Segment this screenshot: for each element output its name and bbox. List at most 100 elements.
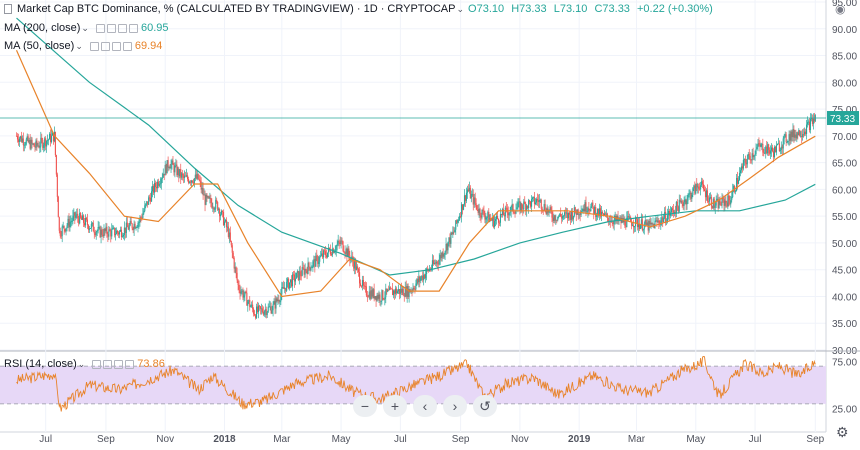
candle-body xyxy=(236,272,238,281)
candle-body xyxy=(322,253,324,258)
candle-body xyxy=(110,230,112,237)
candle-body xyxy=(340,240,342,244)
candle-body xyxy=(447,241,449,251)
chevron-down-icon[interactable]: ⌄ xyxy=(456,3,465,14)
candle-body xyxy=(721,197,723,206)
candle-body xyxy=(203,194,205,196)
candle-body xyxy=(320,255,322,257)
candle-body xyxy=(708,197,710,202)
indicator-buttons[interactable] xyxy=(92,359,135,369)
zoom-out-button[interactable]: − xyxy=(353,395,377,417)
ma50-legend[interactable]: MA (50, close) ⌄ 69.94 xyxy=(4,38,162,54)
candle-body xyxy=(255,306,258,318)
candle-body xyxy=(701,181,703,186)
reset-view-button[interactable]: ↺ xyxy=(473,395,497,417)
candle-body xyxy=(79,213,81,224)
candle-body xyxy=(337,241,339,245)
candle-body xyxy=(459,216,461,220)
candle-body xyxy=(540,199,542,209)
candle-body xyxy=(116,230,118,235)
candle-body xyxy=(24,144,26,146)
candle-body xyxy=(180,169,182,178)
candle-body xyxy=(165,164,167,174)
candle-body xyxy=(198,178,200,181)
candle-body xyxy=(329,249,331,255)
candle-body xyxy=(627,216,629,218)
candle-body xyxy=(135,227,137,229)
candle-body xyxy=(565,212,567,214)
candle-body xyxy=(624,218,626,226)
candle-body xyxy=(275,298,277,309)
chevron-down-icon[interactable]: ⌄ xyxy=(75,40,83,51)
candle-body xyxy=(279,301,281,303)
candle-body xyxy=(253,308,255,315)
scroll-right-button[interactable]: › xyxy=(443,395,467,417)
candle-body xyxy=(155,187,158,189)
candle-body xyxy=(313,259,315,262)
candle-body xyxy=(239,289,241,294)
ma200-legend[interactable]: MA (200, close) ⌄ 60.95 xyxy=(4,20,169,36)
candle-body xyxy=(154,182,157,188)
candle-body xyxy=(355,260,357,270)
candle-body xyxy=(213,207,215,210)
candle-body xyxy=(54,131,56,156)
indicator-buttons[interactable] xyxy=(89,41,132,51)
zoom-in-button[interactable]: + xyxy=(383,395,407,417)
candle-body xyxy=(475,203,477,206)
candle-body xyxy=(758,143,760,145)
rsi-legend[interactable]: RSI (14, close) ⌄ 73.86 xyxy=(4,356,165,372)
candle-body xyxy=(216,199,218,202)
candle-body xyxy=(164,164,166,176)
candle-body xyxy=(806,124,808,134)
candle-body xyxy=(791,131,793,138)
indicator-buttons[interactable] xyxy=(95,23,138,33)
candle-body xyxy=(157,181,159,186)
gear-icon[interactable]: ⚙ xyxy=(836,424,849,440)
x-tick-label: Jul xyxy=(749,434,762,445)
candle-body xyxy=(114,227,116,236)
candle-body xyxy=(487,211,489,217)
candle-body xyxy=(58,217,60,231)
candle-body xyxy=(522,208,524,210)
candle-body xyxy=(544,204,546,212)
candle-body xyxy=(360,285,363,287)
candle-body xyxy=(744,159,746,163)
candle-body xyxy=(469,187,471,199)
candle-body xyxy=(209,198,211,199)
candle-body xyxy=(221,210,223,215)
candle-body xyxy=(255,315,257,318)
candle-body xyxy=(276,298,278,302)
candle-body xyxy=(813,118,815,122)
candle-body xyxy=(562,216,564,219)
candle-body xyxy=(691,194,693,199)
candle-body xyxy=(704,191,707,198)
collapse-icon[interactable] xyxy=(4,4,12,14)
candle-body xyxy=(535,199,537,203)
candle-body xyxy=(502,209,504,216)
price-tag-label: 73.33 xyxy=(830,114,855,125)
candle-body xyxy=(161,177,163,179)
candle-body xyxy=(438,259,440,265)
candle-body xyxy=(582,208,584,212)
candle-body xyxy=(518,201,520,203)
candle-body xyxy=(215,199,217,209)
candle-body xyxy=(585,202,587,212)
chevron-down-icon[interactable]: ⌄ xyxy=(81,22,89,33)
candle-body xyxy=(633,225,635,228)
candle-body xyxy=(788,134,790,141)
candle-body xyxy=(389,287,391,291)
scroll-left-button[interactable]: ‹ xyxy=(413,395,437,417)
chevron-down-icon[interactable]: ⌄ xyxy=(77,358,86,369)
rsi-tick-label: 75.00 xyxy=(832,357,857,368)
candle-body xyxy=(416,278,418,284)
settings-icon[interactable]: ◉ xyxy=(835,2,846,16)
candle-body xyxy=(634,217,637,227)
candle-body xyxy=(709,196,711,198)
candle-body xyxy=(36,140,38,146)
candle-body xyxy=(373,289,375,299)
candle-body xyxy=(195,174,197,179)
candle-body xyxy=(318,261,320,264)
candle-body xyxy=(405,286,407,297)
